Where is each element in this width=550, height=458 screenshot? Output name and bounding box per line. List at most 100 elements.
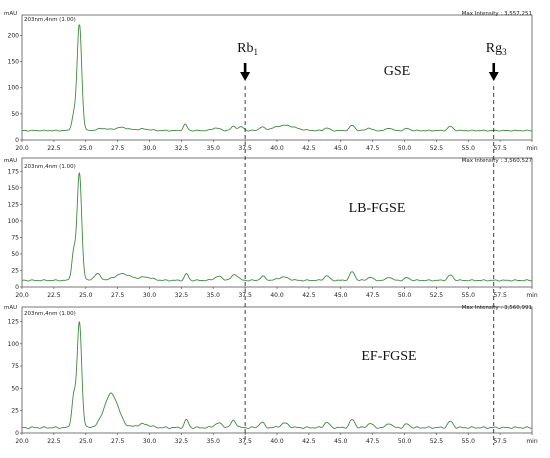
- x-tick-label: 25.0: [79, 145, 93, 152]
- down-arrow-icon: [243, 63, 247, 73]
- chromatogram-panel-1: mAU 203nm,4nm (1.00) Max Intensity : 3,557…: [4, 11, 538, 152]
- sample-label: EF-FGSE: [361, 349, 416, 364]
- trace-label: 203nm,4nm (1.00): [24, 164, 76, 170]
- x-tick-label: 32.5: [175, 438, 189, 445]
- sample-label: GSE: [384, 64, 410, 79]
- x-tick-label: 57.5: [493, 292, 507, 299]
- down-arrow-icon: [488, 72, 499, 81]
- y-tick-label: 75: [11, 234, 19, 241]
- y-tick-label: 100: [8, 218, 20, 225]
- plot-frame: [21, 14, 533, 141]
- x-tick-label: 45.0: [334, 438, 348, 445]
- x-tick-label: 47.5: [366, 145, 380, 152]
- x-tick-label: 30.0: [143, 292, 157, 299]
- x-tick-label: 50.0: [398, 438, 412, 445]
- y-tick-label: 50: [11, 251, 19, 258]
- x-tick-label: 35.0: [207, 438, 221, 445]
- y-tick-label: 25: [11, 408, 19, 415]
- x-tick-label: 27.5: [111, 292, 125, 299]
- x-tick-label: 32.5: [175, 292, 189, 299]
- x-tick-label: 32.5: [175, 145, 189, 152]
- x-tick-label: 37.5: [238, 145, 252, 152]
- x-tick-label: 30.0: [143, 145, 157, 152]
- x-tick-label: 45.0: [334, 292, 348, 299]
- x-tick-label: 57.5: [493, 438, 507, 445]
- y-tick-label: 100: [8, 85, 20, 92]
- x-tick-label: 35.0: [207, 145, 221, 152]
- x-tick-label: 20.0: [15, 145, 29, 152]
- x-tick-label: 22.5: [47, 145, 61, 152]
- plot-frame: [21, 157, 533, 288]
- max-intensity-label: Max Intensity : 3,560,991: [462, 305, 532, 311]
- trace-label: 203nm,4nm (1.00): [24, 311, 76, 317]
- x-tick-label: 42.5: [302, 145, 316, 152]
- y-unit-label: mAU: [4, 158, 17, 164]
- x-tick-label: min: [526, 438, 538, 445]
- x-tick-label: 40.0: [270, 145, 284, 152]
- x-tick-label: 30.0: [143, 438, 157, 445]
- down-arrow-icon: [492, 63, 496, 73]
- x-tick-label: 50.0: [398, 145, 412, 152]
- x-tick-label: 47.5: [366, 292, 380, 299]
- x-tick-label: 27.5: [111, 438, 125, 445]
- x-tick-label: 25.0: [79, 292, 93, 299]
- x-tick-label: 52.5: [430, 292, 444, 299]
- y-tick-label: 200: [8, 32, 20, 39]
- x-tick-label: 52.5: [430, 145, 444, 152]
- y-tick-label: 150: [8, 185, 20, 192]
- chromatogram-panel-3: mAU 203nm,4nm (1.00) Max Intensity : 3,560…: [4, 305, 538, 445]
- x-tick-label: 22.5: [47, 438, 61, 445]
- chromatogram-trace: [21, 172, 533, 282]
- marker-label: Rg3: [486, 41, 507, 57]
- y-unit-label: mAU: [4, 305, 17, 311]
- x-tick-label: 55.0: [462, 145, 476, 152]
- y-tick-label: 175: [8, 168, 20, 175]
- y-tick-label: 0: [15, 137, 19, 144]
- x-tick-label: 20.0: [15, 438, 29, 445]
- x-tick-label: 42.5: [302, 438, 316, 445]
- chromatogram-panel-2: mAU 203nm,4nm (1.00) Max Intensity : 3,560…: [4, 157, 538, 299]
- marker-rg3: Rg3: [486, 41, 507, 445]
- y-tick-label: 0: [15, 430, 19, 437]
- x-tick-label: 27.5: [111, 145, 125, 152]
- y-tick-label: 75: [11, 363, 19, 370]
- x-tick-label: 55.0: [462, 292, 476, 299]
- y-tick-label: 50: [11, 111, 19, 118]
- trace-label: 203nm,4nm (1.00): [24, 17, 76, 23]
- max-intensity-label: Max Intensity : 3,557,251: [462, 11, 532, 17]
- y-tick-label: 0: [15, 284, 19, 291]
- x-tick-label: min: [526, 292, 538, 299]
- x-tick-label: 57.5: [493, 145, 507, 152]
- sample-label: LB-FGSE: [349, 201, 406, 216]
- x-tick-label: 35.0: [207, 292, 221, 299]
- x-tick-label: 55.0: [462, 438, 476, 445]
- x-tick-label: 42.5: [302, 292, 316, 299]
- x-tick-label: 25.0: [79, 438, 93, 445]
- x-tick-label: 50.0: [398, 292, 412, 299]
- y-tick-label: 125: [8, 318, 20, 325]
- x-tick-label: 20.0: [15, 292, 29, 299]
- x-tick-label: 45.0: [334, 145, 348, 152]
- x-tick-label: 37.5: [238, 438, 252, 445]
- max-intensity-label: Max Intensity : 3,560,527: [462, 158, 533, 164]
- y-tick-label: 25: [11, 267, 19, 274]
- down-arrow-icon: [240, 72, 251, 81]
- x-tick-label: 52.5: [430, 438, 444, 445]
- y-tick-label: 50: [11, 385, 19, 392]
- chromatogram-trace: [21, 24, 533, 132]
- chromatogram-trace: [21, 321, 533, 429]
- x-tick-label: 37.5: [238, 292, 252, 299]
- marker-rb1: Rb1: [237, 41, 258, 445]
- y-unit-label: mAU: [4, 11, 17, 17]
- x-tick-label: 47.5: [366, 438, 380, 445]
- x-tick-label: 40.0: [270, 292, 284, 299]
- plot-frame: [21, 306, 533, 434]
- x-tick-label: 40.0: [270, 438, 284, 445]
- y-tick-label: 125: [8, 201, 20, 208]
- x-tick-label: min: [526, 145, 538, 152]
- x-tick-label: 22.5: [47, 292, 61, 299]
- y-tick-label: 150: [8, 59, 20, 66]
- marker-label: Rb1: [237, 41, 258, 57]
- y-tick-label: 100: [8, 341, 20, 348]
